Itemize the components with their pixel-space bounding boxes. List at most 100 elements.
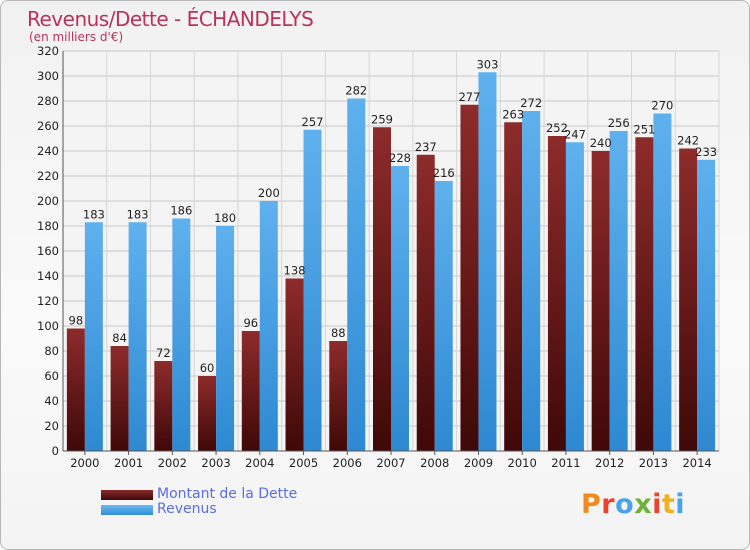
logo-letter: P [581, 489, 602, 520]
logo-letter: i [675, 489, 686, 520]
bar-dette [110, 346, 129, 451]
y-tick-label: 80 [44, 344, 59, 358]
data-label-dette: 72 [156, 346, 171, 360]
legend-swatch-dette [101, 490, 153, 500]
bar-dette [591, 151, 610, 451]
bar-dette [241, 331, 260, 451]
bar-dette [285, 278, 304, 451]
x-tick-label: 2010 [508, 456, 537, 470]
data-label-revenus: 186 [170, 204, 192, 218]
bar-dette [66, 328, 85, 451]
logo-letter: o [615, 489, 635, 520]
y-tick-label: 40 [44, 394, 59, 408]
bar-revenus [303, 129, 322, 451]
y-tick-label: 280 [37, 94, 59, 108]
bar-revenus [391, 166, 409, 451]
data-label-dette: 138 [284, 264, 306, 278]
y-tick-label: 100 [37, 319, 59, 333]
x-tick-label: 2002 [158, 456, 187, 470]
data-label-dette: 252 [546, 121, 568, 135]
x-tick-label: 2003 [201, 456, 230, 470]
x-tick-label: 2008 [420, 456, 449, 470]
y-tick-label: 200 [37, 194, 59, 208]
data-label-dette: 84 [112, 331, 127, 345]
y-tick-label: 260 [37, 119, 59, 133]
axes [62, 51, 719, 455]
bar-revenus [128, 222, 147, 451]
y-tick-label: 240 [37, 144, 59, 158]
data-label-revenus: 228 [389, 151, 411, 165]
proxiti-logo: Proxiti [581, 489, 685, 520]
x-tick-label: 2006 [333, 456, 362, 470]
y-tick-label: 120 [37, 294, 59, 308]
logo-letter: r [601, 489, 616, 520]
labels: 0 20 40 60 80 100 120 140 160 180 200 220 240 260 280 3… [37, 44, 717, 470]
bar-revenus [172, 218, 191, 451]
data-label-revenus: 183 [83, 207, 105, 221]
bar-dette [373, 127, 391, 451]
data-label-revenus: 282 [345, 84, 367, 98]
data-label-dette: 251 [633, 122, 655, 136]
data-label-revenus: 200 [258, 186, 280, 200]
bar-dette [198, 376, 217, 451]
x-tick-label: 2011 [551, 456, 580, 470]
bar-revenus [697, 159, 716, 451]
x-tick-label: 2013 [639, 456, 668, 470]
y-tick-label: 320 [37, 44, 59, 58]
bar-revenus [347, 98, 366, 451]
data-label-revenus: 303 [476, 57, 498, 71]
data-label-dette: 98 [69, 314, 84, 328]
y-tick-label: 160 [37, 244, 59, 258]
bar-dette [504, 122, 523, 451]
bar-dette [416, 154, 435, 451]
data-label-dette: 96 [243, 316, 258, 330]
bars [66, 72, 716, 451]
data-label-revenus: 272 [520, 96, 542, 110]
y-tick-label: 180 [37, 219, 59, 233]
chart-subtitle: (en milliers d'€) [29, 30, 124, 44]
y-tick-label: 0 [52, 444, 59, 458]
y-tick-label: 60 [44, 369, 59, 383]
data-label-dette: 242 [677, 134, 699, 148]
logo-letter: x [634, 489, 653, 520]
legend-label-revenus: Revenus [157, 501, 217, 517]
x-tick-label: 2012 [595, 456, 624, 470]
data-label-revenus: 270 [651, 99, 673, 113]
data-label-revenus: 247 [564, 127, 586, 141]
bar-dette [547, 136, 566, 451]
data-label-revenus: 257 [302, 115, 324, 129]
legend-label-dette: Montant de la Dette [157, 486, 298, 502]
y-tick-label: 300 [37, 69, 59, 83]
x-tick-label: 2000 [70, 456, 99, 470]
legend-swatch-revenus [101, 505, 153, 515]
x-tick-label: 2014 [682, 456, 711, 470]
x-tick-label: 2007 [376, 456, 405, 470]
data-label-dette: 263 [502, 107, 524, 121]
x-tick-label: 2004 [245, 456, 274, 470]
x-tick-label: 2009 [464, 456, 493, 470]
data-label-dette: 277 [458, 90, 480, 104]
logo-letter: t [661, 489, 676, 520]
data-label-dette: 60 [200, 361, 215, 375]
chart-title: Revenus/Dette - ÉCHANDELYS [27, 7, 314, 31]
bar-dette [154, 361, 173, 451]
bar-revenus [84, 222, 103, 451]
data-label-dette: 237 [415, 140, 437, 154]
bar-dette [635, 137, 654, 451]
data-label-revenus: 256 [608, 116, 630, 130]
data-label-revenus: 216 [433, 166, 455, 180]
bar-revenus [478, 72, 497, 451]
data-label-revenus: 180 [214, 211, 236, 225]
bar-revenus [434, 181, 453, 451]
data-label-revenus: 183 [127, 207, 149, 221]
y-tick-label: 20 [44, 419, 59, 433]
y-tick-label: 220 [37, 169, 59, 183]
x-tick-label: 2005 [289, 456, 318, 470]
bar-revenus [609, 131, 628, 451]
bar-dette [460, 104, 479, 451]
data-label-dette: 240 [590, 136, 612, 150]
bar-revenus [565, 142, 584, 451]
bar-revenus [216, 226, 235, 451]
